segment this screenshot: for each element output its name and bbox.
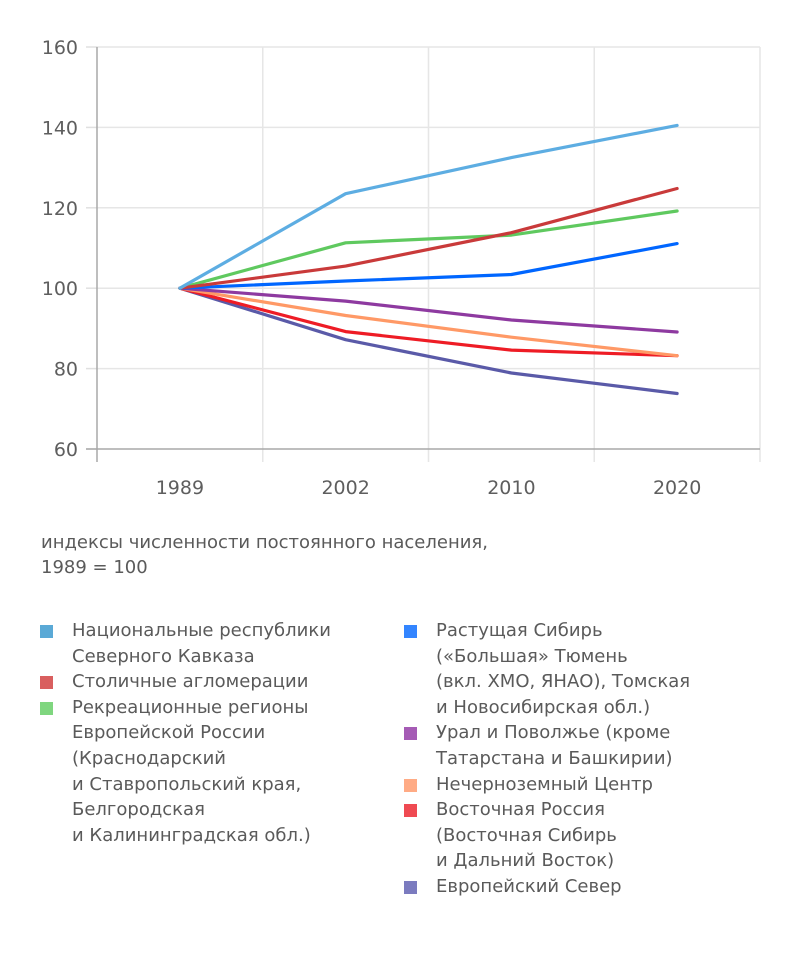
legend-item: Урал и Поволжье (кроме Татарстана и Башки… [404, 720, 784, 771]
caption-line: 1989 = 100 [41, 557, 148, 578]
grid [97, 46, 761, 462]
legend-label: и Новосибирская обл.) [436, 696, 651, 718]
legend-item: Европейский Север [404, 874, 784, 900]
legend-label: (Восточная Сибирь [436, 824, 617, 846]
legend-label: Татарстана и Башкирии) [436, 747, 673, 769]
legend-label: Европейский Север [436, 875, 622, 897]
x-tick-label: 2002 [321, 477, 369, 499]
legend-label: Восточная Россия [436, 799, 605, 821]
axes [86, 46, 760, 462]
legend-label: Национальные республики [72, 620, 331, 641]
y-tick-label: 80 [54, 359, 78, 381]
legend-label: Столичные агломерации [72, 671, 309, 693]
legend-swatch-icon [40, 625, 53, 638]
y-tick-label: 120 [42, 198, 78, 220]
legend-label: («Большая» Тюмень [436, 645, 628, 667]
series-line [178, 286, 679, 334]
legend-swatch-icon [404, 804, 417, 818]
legend-label: Рекреационные регионы [72, 696, 309, 718]
legend-swatch-icon [404, 778, 417, 792]
legend-swatch-icon [404, 880, 417, 894]
legend-item: Столичные агломерации [40, 669, 400, 695]
legend-label: (Краснодарский [72, 747, 227, 769]
legend-label: (вкл. ХМО, ЯНАО), Томская [436, 671, 691, 693]
series-line [178, 286, 679, 358]
legend-item: Нечерноземный Центр [404, 772, 784, 798]
legend-label: и Ставропольский края, [72, 773, 302, 795]
series-line [178, 209, 679, 290]
legend-label: Северного Кавказа [72, 645, 255, 667]
legend-swatch-icon [404, 625, 417, 638]
y-tick-label: 100 [42, 278, 78, 300]
legend-label: Белгородская [72, 799, 205, 821]
legend-item: Национальные республики Северного Кавказа [40, 618, 400, 669]
legend-item: Восточная Россия (Восточная Сибирь и Дальн… [404, 797, 784, 874]
y-tick-label: 160 [42, 37, 78, 59]
y-tick-label: 60 [54, 439, 78, 461]
legend-label: Европейской России [72, 722, 266, 744]
x-tick-label: 1989 [156, 477, 204, 499]
legend-item: Рекреационные регионы Европейской России (… [40, 695, 400, 849]
x-axis-labels: 1989 2002 2010 2020 [156, 477, 702, 499]
series-line [178, 186, 679, 290]
y-axis-labels: 60 80 100 120 140 160 [42, 37, 78, 461]
legend-label: и Калининградская обл.) [72, 824, 311, 846]
legend-item: Растущая Сибирь («Большая» Тюмень (вкл. ХМ… [404, 618, 784, 720]
y-tick-label: 140 [42, 117, 78, 139]
legend-label: Нечерноземный Центр [436, 773, 653, 795]
legend-swatch-icon [40, 701, 53, 715]
legend-right-column: Растущая Сибирь («Большая» Тюмень (вкл. ХМ… [404, 618, 784, 900]
series-line [178, 286, 679, 396]
legend-label: Урал и Поволжье (кроме [436, 722, 671, 744]
legend-swatch-icon [40, 676, 53, 690]
line-chart: 60 80 100 120 140 160 1989 2002 2010 2020 [42, 37, 761, 499]
caption-line: индексы численности постоянного населени… [41, 532, 488, 553]
series-lines [178, 123, 679, 396]
series-line [178, 123, 679, 290]
x-tick-label: 2010 [487, 477, 535, 499]
series-line [178, 286, 679, 358]
legend-label: и Дальний Восток) [436, 850, 615, 872]
chart-caption: индексы численности постоянного населени… [41, 530, 541, 580]
series-line [178, 242, 679, 290]
legend-swatch-icon [404, 727, 417, 741]
legend-label: Растущая Сибирь [436, 620, 603, 641]
x-tick-label: 2020 [653, 477, 701, 499]
legend-left-column: Национальные республики Северного Кавказа… [40, 618, 400, 848]
